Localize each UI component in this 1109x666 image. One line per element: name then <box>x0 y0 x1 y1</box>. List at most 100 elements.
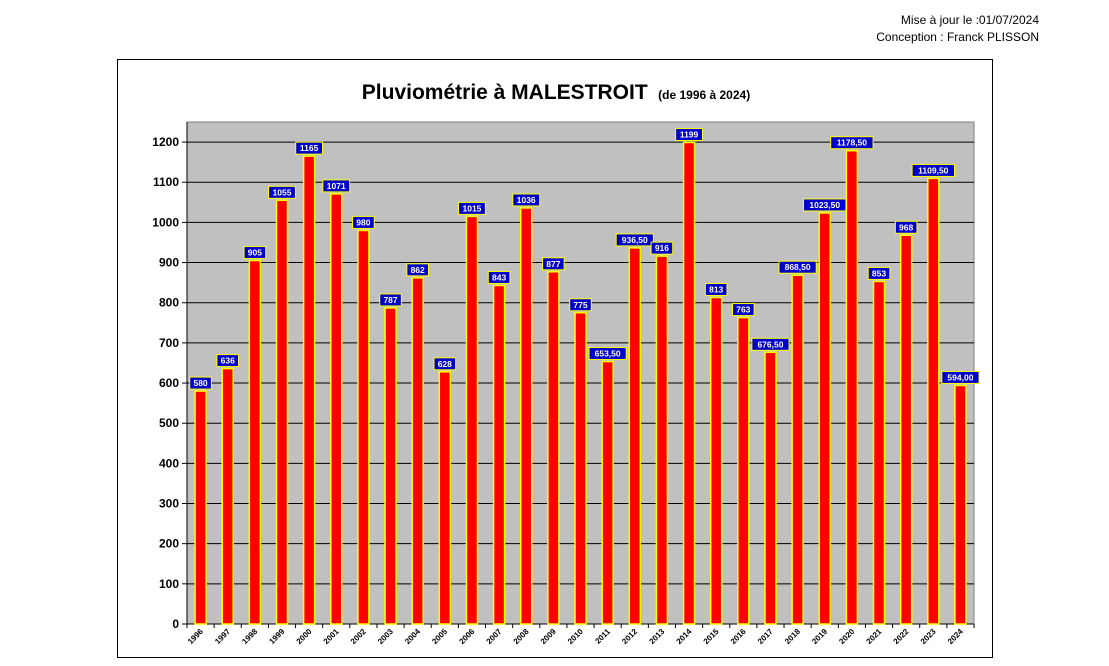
y-tick-label: 100 <box>159 577 179 591</box>
y-tick-label: 600 <box>159 376 179 390</box>
data-label-box <box>751 337 790 351</box>
data-label-box <box>433 357 457 371</box>
data-label: 1199 <box>680 129 699 139</box>
chart-frame: Pluviométrie à MALESTROIT (de 1996 à 202… <box>117 59 993 658</box>
data-label: 843 <box>492 272 506 282</box>
update-date: Mise à jour le :01/07/2024 <box>900 13 1039 27</box>
data-label: 853 <box>872 268 886 278</box>
data-label: 763 <box>736 305 750 315</box>
x-tick-label: 1998 <box>240 627 259 646</box>
data-label-box <box>894 220 918 234</box>
data-label-box <box>243 246 267 260</box>
bar-2018 <box>791 274 804 625</box>
bar-2002 <box>357 229 370 625</box>
bar-2003 <box>384 307 397 625</box>
x-tick-label: 2007 <box>485 627 504 646</box>
data-label-box <box>216 354 240 368</box>
data-label: 980 <box>356 217 370 227</box>
x-tick-label: 1999 <box>267 627 286 646</box>
y-tick-label: 1200 <box>152 135 179 149</box>
x-tick-label: 2002 <box>349 627 368 646</box>
data-label-box <box>941 370 980 384</box>
data-label: 916 <box>655 243 669 253</box>
data-label-box <box>615 233 654 247</box>
bar-2016 <box>737 316 750 625</box>
bar-2006 <box>465 215 479 625</box>
data-label-box <box>588 347 627 361</box>
x-tick-label: 2020 <box>837 627 856 646</box>
data-label: 653,50 <box>595 349 621 359</box>
bar-1998 <box>248 259 262 625</box>
bar-1999 <box>275 199 289 625</box>
data-label: 580 <box>193 378 207 388</box>
data-label-box <box>569 298 592 312</box>
data-label: 905 <box>248 248 262 258</box>
data-label-box <box>867 266 891 280</box>
y-tick-label: 700 <box>159 336 179 350</box>
chart-title: Pluviométrie à MALESTROIT (de 1996 à 202… <box>362 81 750 104</box>
data-label-box <box>704 282 728 296</box>
y-tick-label: 1100 <box>153 175 179 189</box>
data-label: 1015 <box>462 203 481 213</box>
x-tick-label: 2003 <box>376 627 395 646</box>
bar-2010 <box>574 312 587 625</box>
x-tick-label: 2013 <box>647 627 666 646</box>
bar-2015 <box>709 296 723 625</box>
data-label: 787 <box>383 295 397 305</box>
data-label: 676,50 <box>757 339 783 349</box>
bar-2007 <box>492 284 506 625</box>
data-label: 1165 <box>300 143 319 153</box>
chart-title-sub: (de 1996 à 2024) <box>658 88 750 102</box>
x-tick-label: 2009 <box>539 627 558 646</box>
x-tick-label: 2015 <box>702 627 721 646</box>
chart-title-main: Pluviométrie à MALESTROIT <box>362 81 648 104</box>
data-label: 636 <box>221 356 235 366</box>
data-label-box <box>487 270 511 284</box>
x-tick-label: 2021 <box>864 627 883 646</box>
data-label-box <box>675 127 703 141</box>
data-label: 628 <box>438 359 452 369</box>
data-label-box <box>322 179 351 193</box>
bar-2005 <box>438 371 452 625</box>
bar-2023 <box>927 177 940 625</box>
bar-1996 <box>194 390 207 625</box>
x-tick-label: 2019 <box>810 627 829 646</box>
data-label-box <box>830 136 874 150</box>
data-label-box <box>650 241 674 255</box>
x-tick-label: 2001 <box>322 627 341 646</box>
rainfall-bar-chart: Pluviométrie à MALESTROIT (de 1996 à 202… <box>152 81 980 646</box>
x-tick-label: 2008 <box>512 627 531 646</box>
author-credit: Conception : Franck PLISSON <box>876 30 1039 44</box>
y-tick-label: 800 <box>159 296 179 310</box>
data-label: 813 <box>709 284 723 294</box>
y-tick-label: 500 <box>159 416 179 430</box>
y-tick-label: 0 <box>172 617 179 631</box>
data-label: 968 <box>899 222 913 232</box>
data-label: 936,50 <box>622 235 648 245</box>
y-tick-label: 200 <box>159 537 179 551</box>
data-label-box <box>379 293 402 307</box>
bar-2012 <box>628 247 642 625</box>
data-label: 1055 <box>273 187 292 197</box>
data-label-box <box>458 201 486 215</box>
data-label-box <box>911 163 955 177</box>
bar-2021 <box>872 280 886 625</box>
x-tick-label: 2011 <box>593 627 612 646</box>
bar-2009 <box>547 271 560 625</box>
plot-area: 0 100 200 300 400 500 600 700 800 900 1000 1100 1200… <box>152 121 980 646</box>
data-label-box <box>268 185 296 199</box>
bar-2022 <box>899 234 913 625</box>
data-label-box <box>512 193 541 207</box>
x-tick-label: 2014 <box>675 627 694 646</box>
y-tick-label: 300 <box>159 497 179 511</box>
y-tick-label: 900 <box>159 256 179 270</box>
x-tick-label: 2016 <box>729 627 748 646</box>
x-tick-label: 2004 <box>403 627 422 646</box>
x-tick-label: 2018 <box>783 627 802 646</box>
x-tick-label: 2005 <box>430 627 449 646</box>
bar-1997 <box>221 367 234 625</box>
data-label: 1071 <box>327 181 346 191</box>
bar-2004 <box>411 277 424 625</box>
data-label: 1109,50 <box>918 165 949 175</box>
data-label-box <box>295 141 324 155</box>
